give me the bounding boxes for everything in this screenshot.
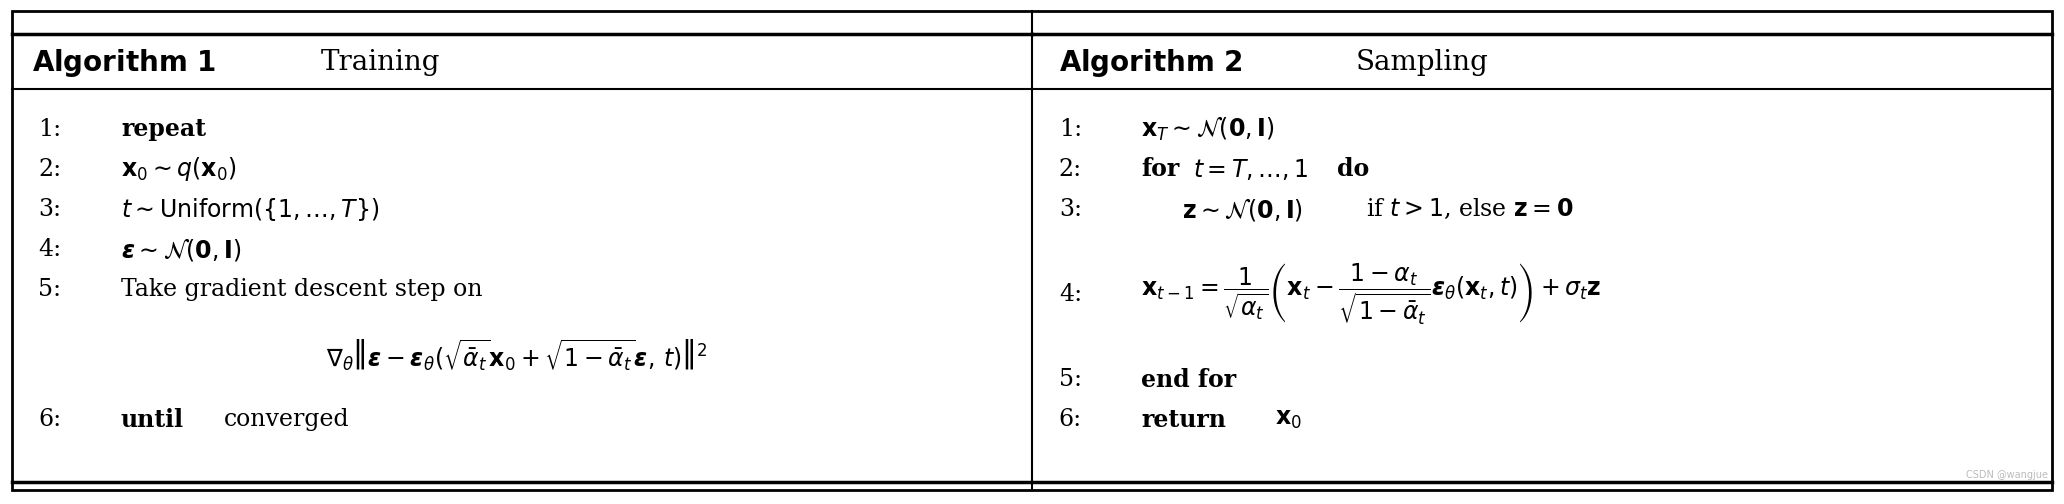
Text: $\nabla_\theta \left\| \boldsymbol{\epsilon} - \boldsymbol{\epsilon}_\theta(\sqr: $\nabla_\theta \left\| \boldsymbol{\epsi… [326,337,708,372]
Text: 5:: 5: [39,278,62,301]
Text: $\mathbf{x}_{t-1} = \dfrac{1}{\sqrt{\alpha_t}} \left( \mathbf{x}_t - \dfrac{1-\a: $\mathbf{x}_{t-1} = \dfrac{1}{\sqrt{\alp… [1141,262,1602,327]
Text: $\mathbf{x}_0$: $\mathbf{x}_0$ [1276,408,1302,431]
Text: $\mathbf{Algorithm\ 2}$: $\mathbf{Algorithm\ 2}$ [1059,46,1243,79]
Text: end for: end for [1141,368,1236,392]
Text: CSDN @wangjue: CSDN @wangjue [1967,470,2047,480]
Text: 3:: 3: [39,198,62,221]
Text: until: until [122,408,184,432]
Text: do: do [1337,157,1368,181]
Text: 4:: 4: [1059,283,1082,306]
Text: 6:: 6: [1059,408,1082,431]
Text: 4:: 4: [39,238,62,261]
Text: 1:: 1: [39,118,62,141]
Text: return: return [1141,408,1226,432]
Text: 2:: 2: [39,158,62,181]
Text: 1:: 1: [1059,118,1082,141]
Text: 3:: 3: [1059,198,1082,221]
Text: Take gradient descent step on: Take gradient descent step on [122,278,483,301]
Text: for: for [1141,157,1179,181]
Text: 5:: 5: [1059,368,1082,391]
Text: Sampling: Sampling [1356,49,1488,76]
Text: repeat: repeat [122,117,206,141]
Text: $\mathbf{z} \sim \mathcal{N}(\mathbf{0}, \mathbf{I})$: $\mathbf{z} \sim \mathcal{N}(\mathbf{0},… [1183,196,1304,223]
Text: converged: converged [225,408,349,431]
Text: $\mathbf{Algorithm\ 1}$: $\mathbf{Algorithm\ 1}$ [33,46,217,79]
Text: $t \sim \mathrm{Uniform}(\{1, \ldots, T\})$: $t \sim \mathrm{Uniform}(\{1, \ldots, T\… [122,196,380,223]
Text: 2:: 2: [1059,158,1082,181]
Text: if $t > 1$, else $\mathbf{z} = \mathbf{0}$: if $t > 1$, else $\mathbf{z} = \mathbf{0… [1366,198,1573,221]
Text: $\mathbf{x}_0 \sim q(\mathbf{x}_0)$: $\mathbf{x}_0 \sim q(\mathbf{x}_0)$ [122,155,237,183]
Text: $t = T, \ldots, 1$: $t = T, \ldots, 1$ [1193,157,1309,182]
Text: $\boldsymbol{\epsilon} \sim \mathcal{N}(\mathbf{0}, \mathbf{I})$: $\boldsymbol{\epsilon} \sim \mathcal{N}(… [122,236,241,263]
Text: 6:: 6: [39,408,62,431]
FancyBboxPatch shape [12,12,2052,490]
Text: Training: Training [320,49,440,76]
Text: $\mathbf{x}_T \sim \mathcal{N}(\mathbf{0}, \mathbf{I})$: $\mathbf{x}_T \sim \mathcal{N}(\mathbf{0… [1141,115,1276,143]
